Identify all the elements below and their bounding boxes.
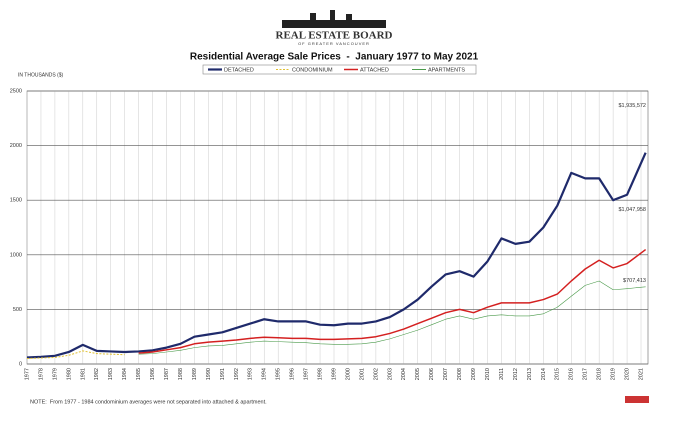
logo-subtitle: OF GREATER VANCOUVER xyxy=(298,41,370,46)
y-tick-label: 0 xyxy=(19,361,22,367)
x-tick-label: 2005 xyxy=(415,368,421,380)
series-line xyxy=(26,350,125,360)
x-tick-label: 2004 xyxy=(401,368,407,380)
x-tick-label: 1999 xyxy=(331,368,337,380)
y-tick-label: 1500 xyxy=(10,198,22,204)
x-tick-label: 2015 xyxy=(555,368,561,380)
note: NOTE: From 1977 - 1984 condominium avera… xyxy=(30,399,267,405)
x-tick-label: 2019 xyxy=(611,368,617,380)
x-tick-label: 1979 xyxy=(52,368,58,380)
x-tick-label: 1984 xyxy=(122,368,128,380)
x-tick-label: 2014 xyxy=(541,368,547,380)
x-tick-label: 2001 xyxy=(359,368,365,380)
x-tick-label: 1992 xyxy=(234,368,240,380)
annotation: $707,413 xyxy=(623,278,646,284)
x-tick-label: 2008 xyxy=(457,368,463,380)
x-tick-label: 1987 xyxy=(164,368,170,380)
y-tick-label: 2500 xyxy=(10,88,22,94)
annotation: $1,047,958 xyxy=(618,207,646,213)
x-tick-label: 2011 xyxy=(499,368,505,380)
x-tick-label: 1981 xyxy=(80,368,86,380)
footer-logo xyxy=(625,396,649,403)
logo-title: REAL ESTATE BOARD xyxy=(276,30,393,42)
x-tick-label: 2017 xyxy=(583,368,589,380)
x-tick-label: 1977 xyxy=(24,368,30,380)
x-tick-label: 1983 xyxy=(108,368,114,380)
x-tick-label: 2020 xyxy=(625,368,631,380)
x-tick-label: 2012 xyxy=(513,368,519,380)
x-tick-label: 1994 xyxy=(262,368,268,380)
series-line xyxy=(138,248,647,354)
x-tick-label: 1985 xyxy=(136,368,142,380)
x-tick-label: 2010 xyxy=(485,368,491,380)
logo-skyline xyxy=(310,13,316,21)
x-tick-label: 1988 xyxy=(178,368,184,380)
plot-area xyxy=(26,90,649,365)
legend-box xyxy=(202,64,477,75)
x-tick-label: 1990 xyxy=(206,368,212,380)
logo-skyline xyxy=(346,14,352,21)
y-tick-label: 500 xyxy=(13,307,22,313)
x-tick-label: 1991 xyxy=(220,368,226,380)
x-tick-label: 2007 xyxy=(443,368,449,380)
x-tick-label: 1997 xyxy=(304,368,310,380)
x-tick-label: 1986 xyxy=(150,368,156,380)
chart-title: Residential Average Sale Prices - Januar… xyxy=(190,52,479,63)
legend-label: ATTACHED xyxy=(360,67,389,73)
x-tick-label: 1993 xyxy=(248,368,254,380)
x-tick-label: 2013 xyxy=(527,368,533,380)
series-line xyxy=(138,280,646,355)
logo-skyline xyxy=(330,10,335,21)
x-tick-label: 1978 xyxy=(38,368,44,380)
logo: REAL ESTATE BOARD OF GREATER VANCOUVER xyxy=(276,10,393,46)
x-tick-label: 2000 xyxy=(345,368,351,380)
annotation: $1,935,572 xyxy=(618,103,646,109)
legend-label: APARTMENTS xyxy=(428,67,465,73)
x-tick-label: 1995 xyxy=(276,368,282,380)
x-tick-label: 1980 xyxy=(66,368,72,380)
x-tick-label: 2003 xyxy=(387,368,393,380)
x-tick-label: 1998 xyxy=(318,368,324,380)
y-axis-label: IN THOUSANDS ($) xyxy=(18,72,64,78)
y-tick-label: 1000 xyxy=(10,252,22,258)
x-tick-label: 1989 xyxy=(192,368,198,380)
x-tick-label: 1996 xyxy=(290,368,296,380)
series-line xyxy=(26,152,647,359)
x-tick-label: 2006 xyxy=(429,368,435,380)
legend-label: DETACHED xyxy=(224,67,254,73)
y-tick-label: 2000 xyxy=(10,143,22,149)
legend-label: CONDOMINIUM xyxy=(292,67,333,73)
x-tick-label: 2021 xyxy=(638,368,644,380)
x-tick-label: 2016 xyxy=(569,368,575,380)
x-tick-label: 2002 xyxy=(373,368,379,380)
x-tick-label: 2009 xyxy=(471,368,477,380)
x-tick-label: 1982 xyxy=(94,368,100,380)
x-tick-label: 2018 xyxy=(597,368,603,380)
logo-skyline xyxy=(282,20,386,28)
footer-logo-mark xyxy=(625,396,649,403)
